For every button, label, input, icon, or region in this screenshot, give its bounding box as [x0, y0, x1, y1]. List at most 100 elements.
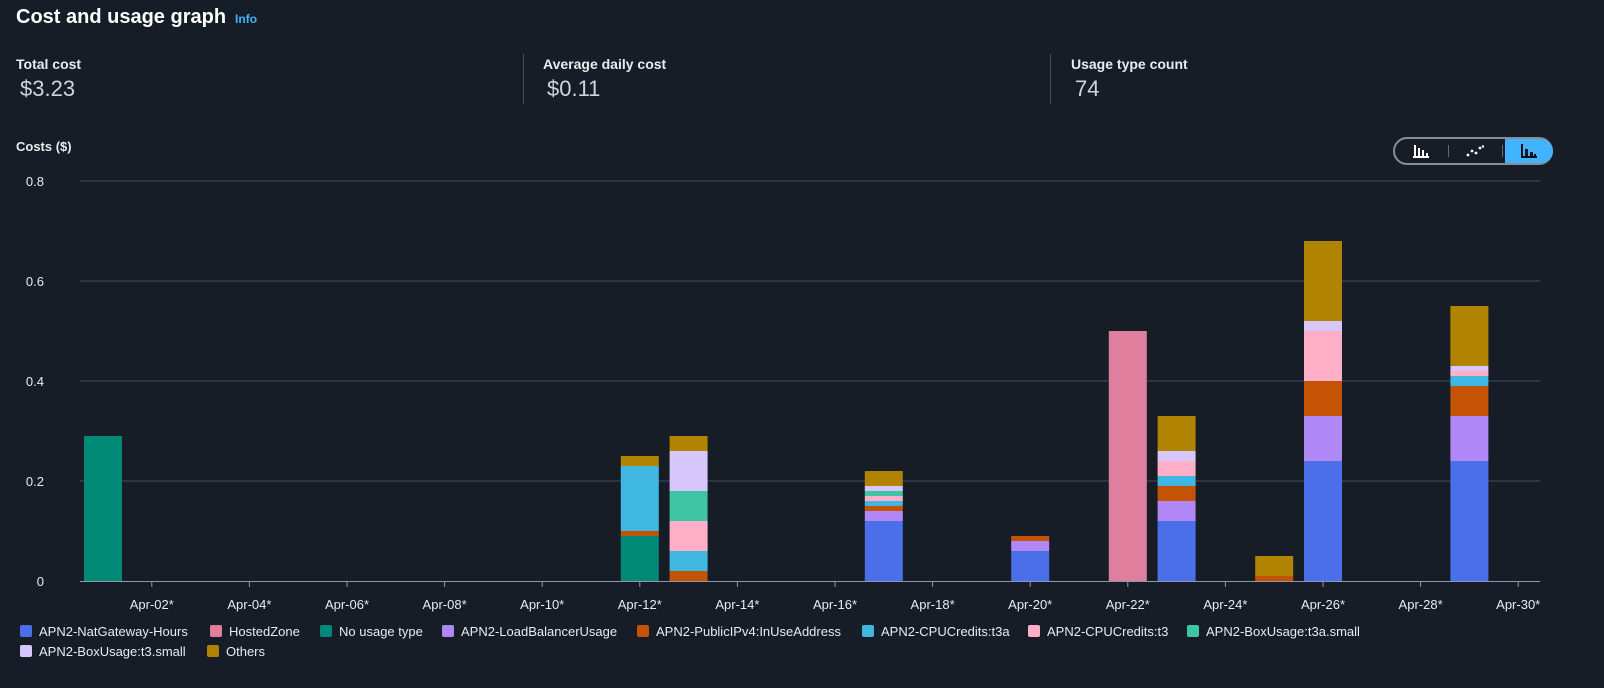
- bar-segment[interactable]: [864, 491, 903, 496]
- bar-segment[interactable]: [1304, 331, 1342, 381]
- x-axis: 0 0.2 0.4 0.6 0.8 Apr-02* Apr-04* Apr-06* Apr-08…: [26, 174, 1540, 612]
- legend-label: APN2-CPUCredits:t3a: [881, 623, 1010, 639]
- bar-segment[interactable]: [669, 491, 708, 521]
- y-tick-label: 0.6: [26, 274, 44, 289]
- stat-divider: [1050, 54, 1051, 104]
- bar-segment[interactable]: [1450, 376, 1489, 386]
- legend-item[interactable]: Others: [207, 642, 265, 660]
- legend-item[interactable]: APN2-PublicIPv4:InUseAddress: [637, 622, 841, 640]
- y-tick-label: 0: [37, 574, 44, 589]
- legend-item[interactable]: APN2-BoxUsage:t3.small: [20, 642, 186, 660]
- legend-item[interactable]: HostedZone: [210, 622, 300, 640]
- legend-label: APN2-BoxUsage:t3a.small: [1206, 623, 1360, 639]
- legend-item[interactable]: APN2-LoadBalancerUsage: [442, 622, 617, 640]
- bar-segment[interactable]: [669, 521, 708, 551]
- legend-swatch: [1028, 625, 1040, 637]
- bar-segment[interactable]: [864, 486, 903, 491]
- legend-label: APN2-PublicIPv4:InUseAddress: [656, 623, 841, 639]
- bar-segment[interactable]: [669, 571, 708, 581]
- bar-segment[interactable]: [1011, 536, 1050, 541]
- bar-segment[interactable]: [1450, 306, 1489, 366]
- legend-label: APN2-CPUCredits:t3: [1047, 623, 1169, 639]
- line-chart-toggle[interactable]: [1449, 139, 1501, 163]
- bar-segment[interactable]: [620, 456, 659, 466]
- y-tick-label: 0.8: [26, 174, 44, 189]
- legend-item[interactable]: No usage type: [320, 622, 423, 640]
- legend-label: Others: [226, 643, 266, 659]
- legend-item[interactable]: APN2-NatGateway-Hours: [20, 622, 188, 640]
- bar-segment[interactable]: [1450, 366, 1489, 371]
- legend-item[interactable]: APN2-CPUCredits:t3a: [862, 622, 1010, 640]
- legend-label: APN2-BoxUsage:t3.small: [39, 643, 186, 659]
- bar-chart-toggle[interactable]: [1395, 139, 1447, 163]
- bar-segment[interactable]: [864, 506, 903, 511]
- info-link[interactable]: Info: [235, 12, 258, 26]
- bar-segment[interactable]: [1255, 576, 1294, 581]
- legend-item[interactable]: APN2-BoxUsage:t3a.small: [1187, 622, 1360, 640]
- bars: [84, 241, 1489, 581]
- bar-segment[interactable]: [1011, 551, 1050, 581]
- chart-type-toggle: [1393, 137, 1553, 165]
- bar-segment[interactable]: [1450, 416, 1489, 461]
- x-tick-label: Apr-30*: [1496, 597, 1540, 612]
- page-title: Cost and usage graph: [16, 6, 227, 28]
- stat-label: Average daily cost: [543, 56, 667, 72]
- bar-segment[interactable]: [864, 521, 903, 581]
- x-tick-label: Apr-18*: [911, 597, 955, 612]
- x-tick-label: Apr-02*: [130, 597, 174, 612]
- line-chart-icon: [1466, 145, 1484, 157]
- legend-item[interactable]: APN2-CPUCredits:t3: [1028, 622, 1168, 640]
- bar-segment[interactable]: [1304, 461, 1342, 581]
- bar-chart-icon: [1413, 145, 1429, 158]
- bar-segment[interactable]: [620, 466, 659, 531]
- bar-segment[interactable]: [1157, 416, 1196, 451]
- bar-segment[interactable]: [669, 551, 708, 571]
- bar-segment[interactable]: [1450, 461, 1489, 581]
- x-tick-label: Apr-26*: [1301, 597, 1345, 612]
- legend-label: APN2-LoadBalancerUsage: [461, 623, 618, 639]
- bar-segment[interactable]: [1157, 486, 1196, 501]
- bar-segment[interactable]: [1304, 381, 1342, 416]
- bar-segment[interactable]: [864, 501, 903, 506]
- bar-segment[interactable]: [864, 496, 903, 501]
- bar-segment[interactable]: [1157, 521, 1196, 581]
- x-tick-label: Apr-20*: [1008, 597, 1052, 612]
- legend-swatch: [210, 625, 222, 637]
- bar-segment[interactable]: [1157, 476, 1196, 486]
- bar-segment[interactable]: [864, 471, 903, 486]
- y-tick-label: 0.2: [26, 474, 44, 489]
- bar-segment[interactable]: [1157, 501, 1196, 521]
- stat-label: Usage type count: [1071, 56, 1188, 72]
- bar-segment[interactable]: [620, 536, 659, 581]
- bar-segment[interactable]: [1304, 241, 1342, 321]
- legend-label: APN2-NatGateway-Hours: [39, 623, 188, 639]
- x-tick-label: Apr-16*: [813, 597, 857, 612]
- legend-swatch: [320, 625, 332, 637]
- bar-segment[interactable]: [669, 436, 708, 451]
- bar-segment[interactable]: [1011, 541, 1050, 551]
- bar-segment[interactable]: [1450, 371, 1489, 376]
- bar-segment[interactable]: [1157, 461, 1196, 476]
- legend-swatch: [20, 625, 32, 637]
- summary-stats: Total cost $3.23 Average daily cost $0.1…: [0, 52, 1604, 104]
- legend-label: HostedZone: [229, 623, 300, 639]
- bar-segment[interactable]: [84, 436, 122, 581]
- bar-segment[interactable]: [1108, 331, 1147, 581]
- x-tick-label: Apr-12*: [618, 597, 662, 612]
- x-tick-label: Apr-14*: [715, 597, 759, 612]
- bar-segment[interactable]: [1255, 556, 1294, 576]
- stat-divider: [523, 54, 524, 104]
- legend-swatch: [207, 645, 219, 657]
- bar-segment[interactable]: [1157, 451, 1196, 461]
- bar-segment[interactable]: [1304, 321, 1342, 331]
- bar-segment[interactable]: [864, 511, 903, 521]
- bar-segment[interactable]: [1450, 386, 1489, 416]
- stacked-bar-chart-toggle[interactable]: [1505, 139, 1553, 163]
- x-tick-label: Apr-08*: [423, 597, 467, 612]
- stacked-bar-chart-icon: [1521, 144, 1537, 158]
- stat-value: $3.23: [20, 76, 76, 101]
- bar-segment[interactable]: [1304, 416, 1342, 461]
- bar-segment[interactable]: [669, 451, 708, 491]
- bar-segment[interactable]: [620, 531, 659, 536]
